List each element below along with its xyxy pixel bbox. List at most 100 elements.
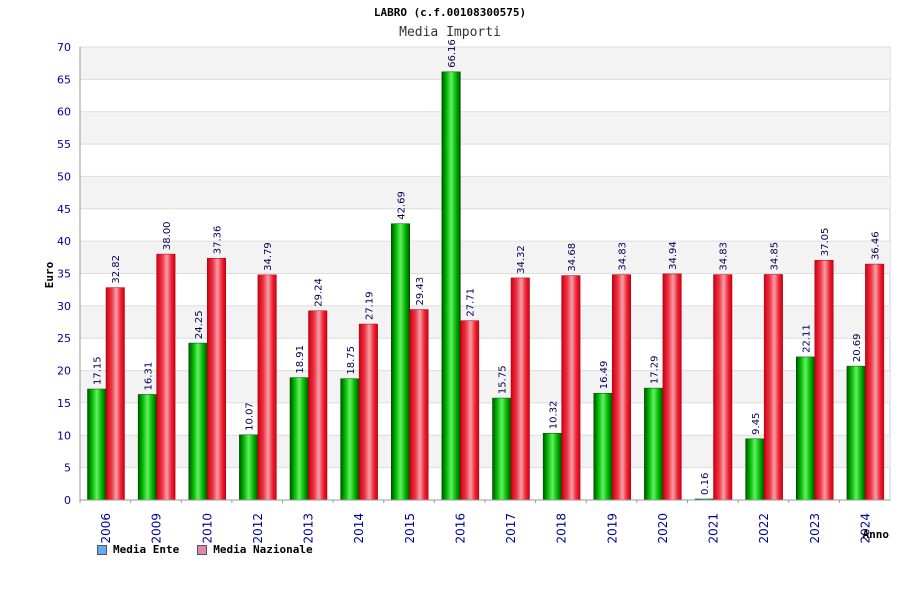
grid-band	[80, 111, 890, 145]
bar-media-nazionale-2014	[358, 323, 378, 501]
legend-item-media-nazionale: Media Nazionale	[197, 543, 313, 556]
legend-item-media-ente: Media Ente	[97, 543, 179, 556]
bar-media-nazionale-2006	[105, 287, 125, 501]
bar-media-ente-2019	[593, 393, 613, 501]
data-label: 10.07	[245, 402, 256, 431]
y-tick-label: 45	[57, 203, 71, 216]
x-tick-label: 2006	[99, 513, 113, 544]
y-tick-label: 55	[57, 138, 71, 151]
data-label: 66.16	[447, 39, 458, 68]
data-label: 27.71	[466, 288, 477, 317]
bar-media-ente-2020	[644, 387, 664, 501]
legend-swatch-media-ente	[97, 544, 107, 555]
y-axis-label: Euro	[43, 261, 56, 288]
data-label: 0.16	[700, 473, 711, 495]
data-label: 34.83	[618, 242, 629, 271]
data-label: 18.91	[295, 345, 306, 374]
bar-media-nazionale-2013	[308, 310, 328, 501]
x-tick-label: 2021	[707, 513, 721, 544]
bar-media-nazionale-2017	[510, 277, 530, 501]
y-tick-label: 50	[57, 170, 71, 183]
data-label: 34.79	[263, 242, 274, 271]
data-label: 29.43	[415, 277, 426, 306]
y-tick-label: 5	[64, 462, 71, 475]
bar-media-nazionale-2023	[814, 259, 834, 501]
x-tick-label: 2014	[352, 513, 366, 544]
data-label: 32.82	[111, 255, 122, 284]
x-tick-label: 2022	[757, 513, 771, 544]
x-tick-label: 2017	[504, 513, 518, 544]
bar-media-nazionale-2009	[156, 253, 176, 501]
y-tick-label: 10	[57, 429, 71, 442]
data-label: 22.11	[802, 324, 813, 353]
y-tick-label: 15	[57, 397, 71, 410]
x-tick-label: 2020	[656, 513, 670, 544]
legend: Media Ente Media Nazionale	[97, 543, 313, 556]
data-label: 27.19	[364, 291, 375, 320]
x-tick-label: 2013	[302, 513, 316, 544]
x-tick-label: 2019	[605, 513, 619, 544]
data-label: 34.94	[668, 241, 679, 270]
data-label: 36.46	[871, 231, 882, 260]
x-tick-label: 2010	[200, 513, 214, 544]
data-label: 20.69	[852, 333, 863, 362]
chart-subtitle: Media Importi	[399, 25, 501, 40]
data-label: 16.49	[599, 361, 610, 390]
data-label: 17.29	[650, 355, 661, 384]
bar-media-nazionale-2020	[662, 273, 682, 501]
legend-label-media-nazionale: Media Nazionale	[213, 543, 313, 556]
data-label: 18.75	[346, 346, 357, 375]
x-tick-label: 2018	[555, 513, 569, 544]
legend-swatch-media-nazionale	[197, 544, 208, 555]
bar-media-nazionale-2018	[561, 275, 581, 501]
bar-media-nazionale-2012	[257, 274, 277, 501]
data-label: 37.36	[213, 226, 224, 255]
bar-media-ente-2010	[188, 342, 208, 501]
bar-media-ente-2012	[239, 434, 259, 501]
bar-media-ente-2009	[137, 394, 157, 501]
data-label: 34.68	[567, 243, 578, 272]
x-tick-label: 2012	[251, 513, 265, 544]
y-tick-label: 65	[57, 73, 71, 86]
bar-media-ente-2018	[542, 432, 562, 501]
data-label: 9.45	[751, 413, 762, 435]
x-tick-label: 2024	[858, 513, 872, 544]
bar-media-nazionale-2015	[409, 309, 429, 501]
x-tick-label: 2023	[808, 513, 822, 544]
bar-media-ente-2006	[87, 388, 107, 501]
bar-media-ente-2015	[391, 223, 410, 501]
data-label: 37.05	[820, 228, 831, 257]
y-tick-label: 60	[57, 106, 71, 119]
bar-media-ente-2017	[492, 397, 512, 501]
y-tick-label: 40	[57, 235, 71, 248]
data-label: 15.75	[498, 365, 509, 394]
legend-label-media-ente: Media Ente	[113, 543, 180, 556]
bar-media-ente-2013	[289, 377, 309, 501]
x-tick-label: 2009	[150, 513, 164, 544]
x-tick-label: 2015	[403, 513, 417, 544]
data-label: 10.32	[548, 401, 559, 430]
y-tick-label: 0	[64, 494, 71, 507]
y-tick-label: 25	[57, 332, 71, 345]
data-label: 17.15	[93, 356, 104, 385]
y-tick-label: 30	[57, 300, 71, 313]
data-label: 29.24	[314, 278, 325, 307]
data-label: 34.85	[769, 242, 780, 271]
bar-media-nazionale-2016	[460, 320, 480, 501]
bar-media-ente-2016	[441, 71, 461, 501]
data-label: 16.31	[143, 362, 154, 391]
bar-media-nazionale-2022	[763, 274, 783, 501]
bar-media-ente-2024	[846, 365, 866, 501]
bar-media-nazionale-2010	[207, 257, 226, 501]
y-tick-label: 70	[57, 41, 71, 54]
bar-media-nazionale-2024	[865, 263, 885, 501]
x-tick-label: 2016	[453, 513, 467, 544]
bar-media-ente-2014	[340, 378, 360, 501]
data-label: 42.69	[397, 191, 408, 220]
data-label: 34.83	[719, 242, 730, 271]
grid-band	[80, 47, 890, 80]
x-axis-label: Anno	[863, 528, 890, 541]
grid-band	[80, 176, 890, 209]
bar-media-nazionale-2019	[612, 274, 631, 501]
